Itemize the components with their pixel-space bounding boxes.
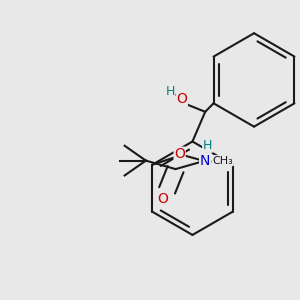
- Text: H: H: [166, 85, 175, 98]
- Text: O: O: [158, 192, 168, 206]
- Text: H: H: [203, 139, 212, 152]
- Text: CH₃: CH₃: [212, 156, 233, 166]
- Text: O: O: [174, 147, 185, 161]
- Text: N: N: [200, 154, 211, 168]
- Text: O: O: [176, 92, 187, 106]
